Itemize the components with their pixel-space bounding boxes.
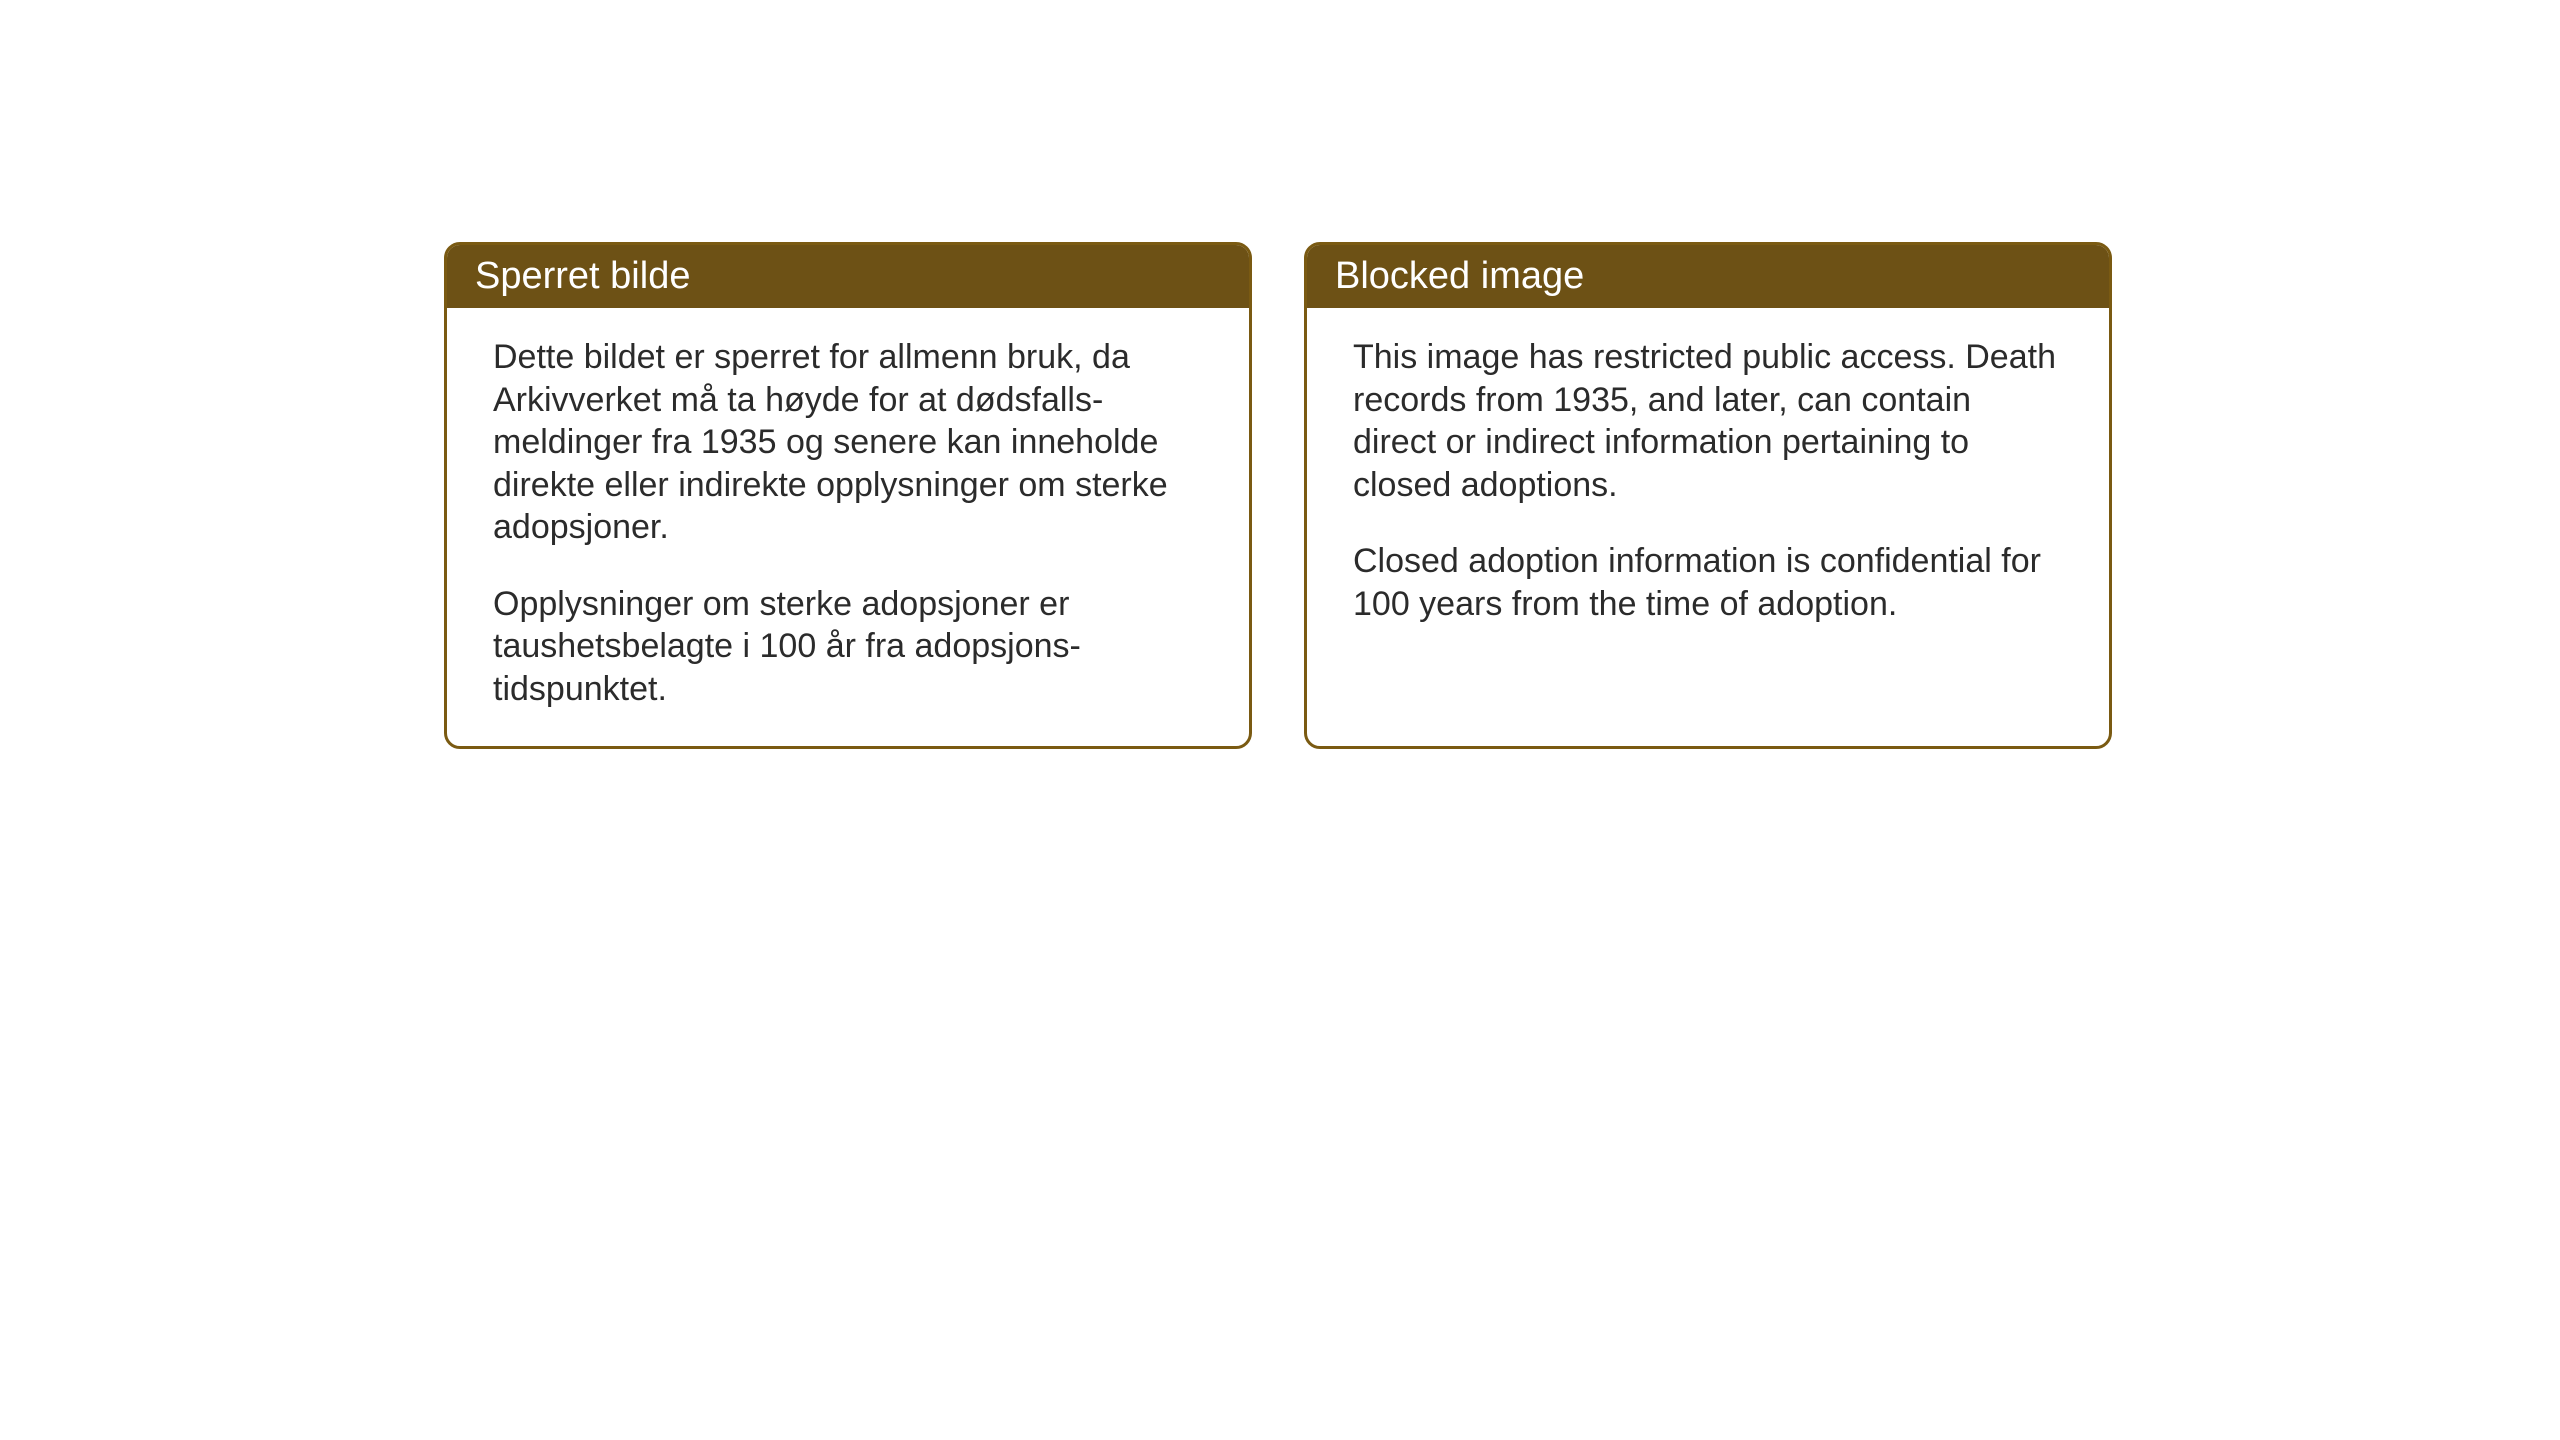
english-card-body: This image has restricted public access.… (1307, 308, 2109, 746)
norwegian-paragraph-2: Opplysninger om sterke adopsjoner er tau… (493, 583, 1203, 711)
english-card-header: Blocked image (1307, 245, 2109, 308)
english-paragraph-1: This image has restricted public access.… (1353, 336, 2063, 506)
english-title: Blocked image (1335, 255, 1584, 297)
norwegian-title: Sperret bilde (475, 255, 690, 297)
norwegian-card-header: Sperret bilde (447, 245, 1249, 308)
norwegian-notice-card: Sperret bilde Dette bildet er sperret fo… (444, 242, 1252, 749)
english-notice-card: Blocked image This image has restricted … (1304, 242, 2112, 749)
norwegian-paragraph-1: Dette bildet er sperret for allmenn bruk… (493, 336, 1203, 549)
english-paragraph-2: Closed adoption information is confident… (1353, 540, 2063, 625)
notice-container: Sperret bilde Dette bildet er sperret fo… (444, 242, 2112, 749)
norwegian-card-body: Dette bildet er sperret for allmenn bruk… (447, 308, 1249, 746)
